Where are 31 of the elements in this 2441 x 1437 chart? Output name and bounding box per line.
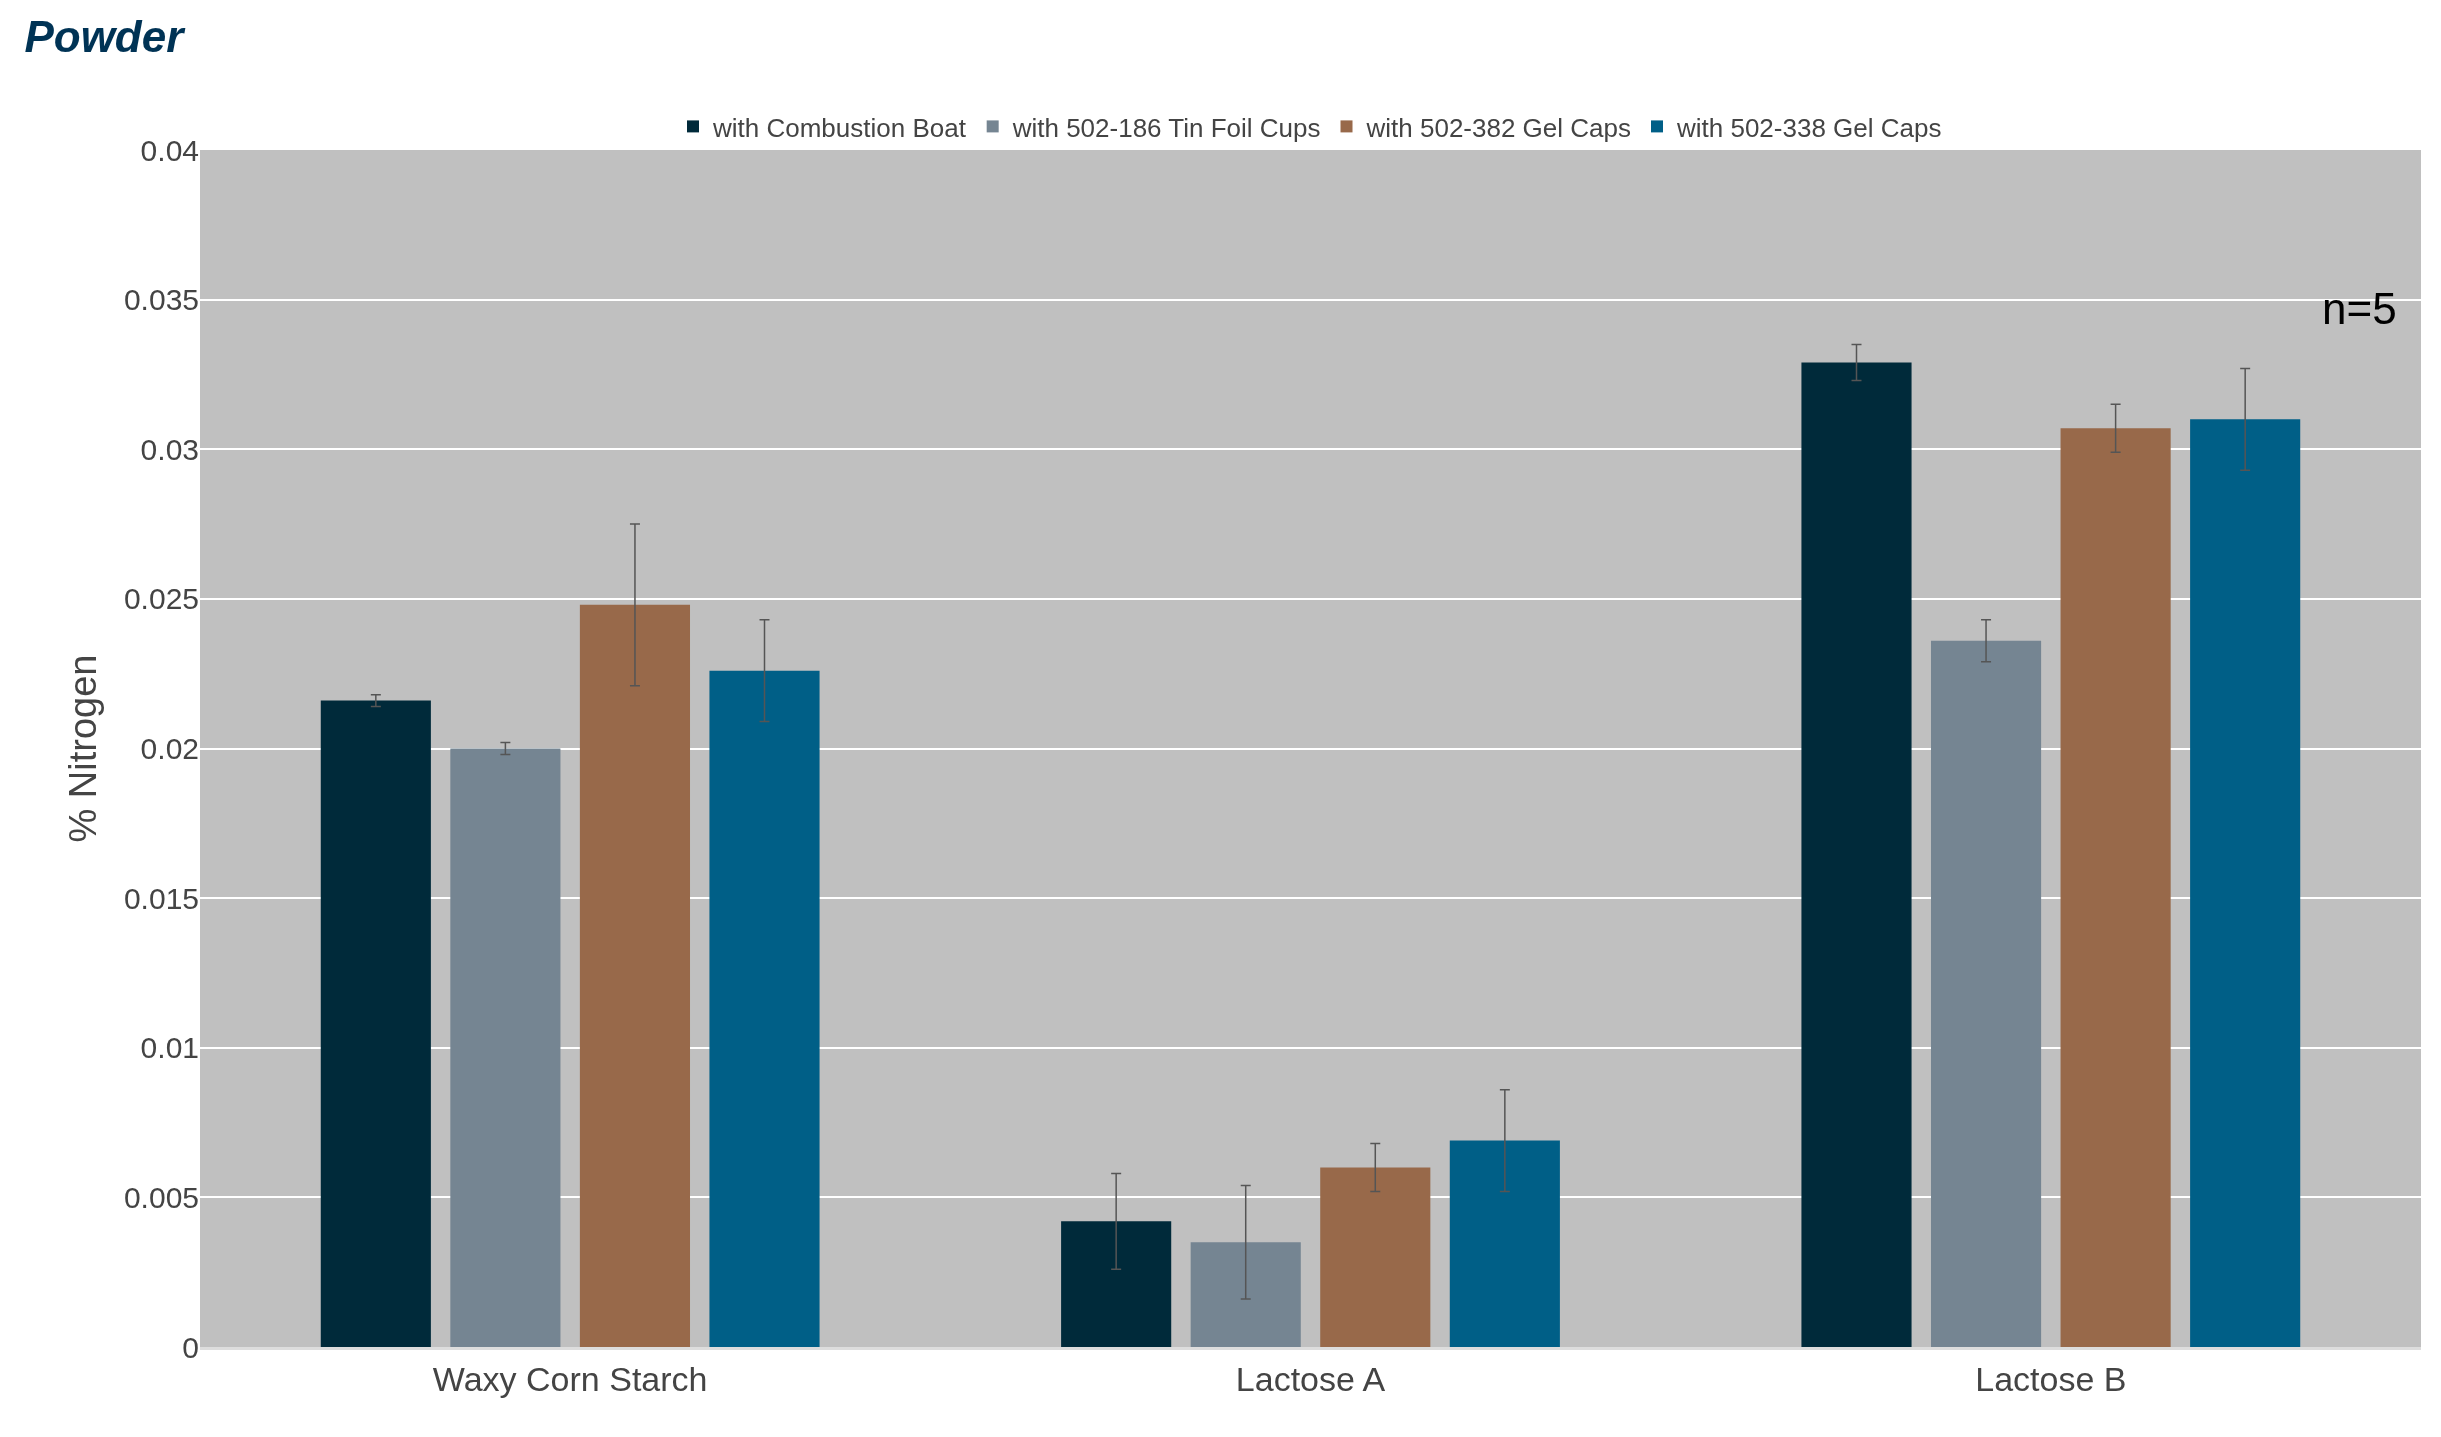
legend-label: with 502-382 Gel Caps — [1365, 112, 1631, 143]
bar — [579, 604, 691, 1347]
y-tick-label: 0.03 — [140, 432, 199, 466]
y-tick-label: 0 — [182, 1330, 199, 1364]
bar — [1801, 362, 1912, 1347]
bar — [1320, 1167, 1431, 1347]
bar — [1449, 1140, 1560, 1347]
y-tick-label: 0.035 — [123, 283, 199, 317]
legend-label: with 502-186 Tin Foil Cups — [1011, 112, 1321, 143]
bar — [320, 700, 431, 1347]
y-tick-label: 0.04 — [140, 133, 199, 167]
chart-title: Powder — [24, 12, 187, 62]
bar — [2060, 428, 2171, 1347]
x-tick-label: Lactose B — [1975, 1359, 2127, 1398]
bar — [1061, 1221, 1172, 1347]
y-tick-label: 0.025 — [123, 582, 199, 616]
bar — [709, 670, 820, 1347]
y-tick-label: 0.005 — [123, 1180, 199, 1214]
bar — [1190, 1242, 1301, 1347]
legend-label: with Combustion Boat — [712, 112, 967, 143]
annotation: n=5 — [2322, 284, 2397, 333]
y-tick-label: 0.02 — [140, 732, 199, 765]
x-tick-label: Lactose A — [1235, 1359, 1386, 1398]
y-axis-title: % Nitrogen — [62, 654, 105, 843]
bar — [1930, 640, 2042, 1347]
x-tick-label: Waxy Corn Starch — [432, 1359, 708, 1398]
bar — [450, 748, 561, 1347]
y-tick-label: 0.015 — [123, 881, 199, 915]
bar — [2190, 419, 2301, 1347]
legend-label: with 502-338 Gel Caps — [1675, 112, 1942, 143]
y-tick-label: 0.01 — [140, 1031, 199, 1065]
